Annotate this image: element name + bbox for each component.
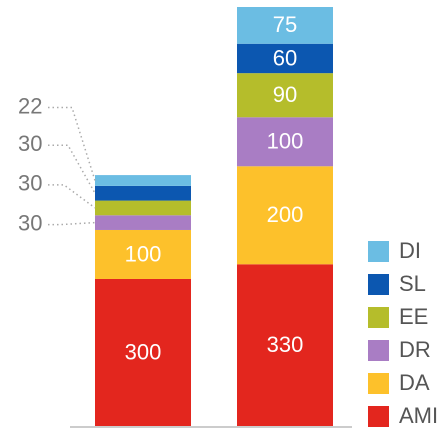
leader-line	[48, 184, 96, 209]
legend-swatch	[368, 241, 389, 262]
legend-swatch	[368, 340, 389, 361]
bar-segment	[237, 73, 333, 118]
data-label: 60	[273, 45, 297, 70]
legend-label: DI	[399, 238, 421, 263]
data-label: 30	[18, 171, 42, 196]
data-label: 22	[18, 93, 42, 118]
bar-segment	[95, 200, 191, 216]
bar-segment	[95, 175, 191, 186]
legend-swatch	[368, 274, 389, 295]
legend-label: DA	[399, 370, 430, 395]
legend-swatch	[368, 307, 389, 328]
bar-segment	[237, 117, 333, 167]
legend-label: DR	[399, 337, 431, 362]
leader-line	[48, 106, 96, 181]
data-label: 30	[18, 210, 42, 235]
bar-segment	[237, 7, 333, 44]
data-label: 75	[273, 12, 297, 37]
data-label: 300	[125, 339, 162, 364]
data-label: 30	[18, 131, 42, 156]
data-label: 100	[267, 129, 304, 154]
leader-line	[48, 144, 96, 194]
legend-label: EE	[399, 304, 428, 329]
bar-segment	[237, 264, 333, 426]
bar-segment	[237, 166, 333, 265]
data-label: 100	[125, 241, 162, 266]
bar-segment	[95, 229, 191, 279]
data-label: 330	[267, 332, 304, 357]
legend-swatch	[368, 406, 389, 427]
bar-segment	[95, 185, 191, 201]
bar-segment	[95, 215, 191, 230]
bar-segment	[95, 278, 191, 426]
legend-label: AMI	[399, 403, 438, 428]
legend-label: SL	[399, 271, 426, 296]
data-label: 90	[273, 82, 297, 107]
data-label: 200	[267, 202, 304, 227]
legend-swatch	[368, 373, 389, 394]
leader-line	[48, 221, 96, 226]
bar-segment	[237, 43, 333, 74]
